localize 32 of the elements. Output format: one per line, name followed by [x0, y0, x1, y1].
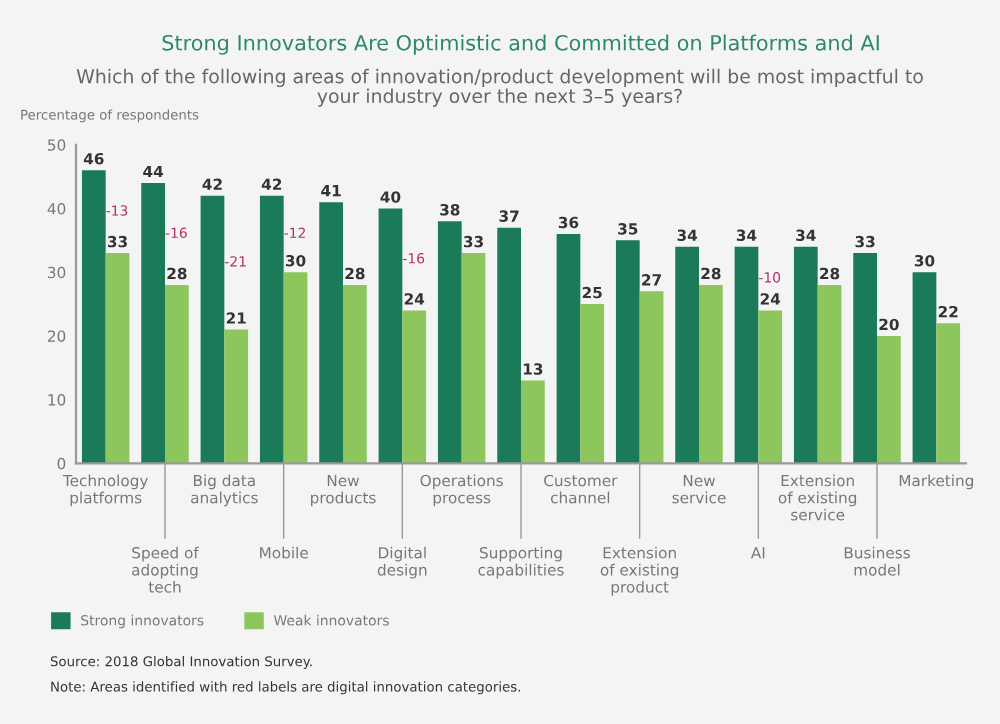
bar [224, 329, 249, 464]
bar [853, 253, 877, 464]
bar [497, 227, 521, 464]
bar [877, 335, 901, 464]
bar [699, 284, 723, 464]
bar [675, 246, 699, 464]
bar [200, 195, 225, 464]
bar [378, 208, 403, 464]
bar [402, 310, 427, 464]
bar [521, 380, 545, 464]
bar [165, 284, 189, 464]
bar [461, 253, 486, 464]
bar [758, 310, 783, 464]
bar [437, 221, 462, 464]
bar [343, 284, 367, 464]
bar [793, 246, 818, 464]
bar [283, 272, 308, 464]
bar [639, 291, 664, 464]
bar [817, 284, 842, 464]
bar [615, 240, 640, 464]
bar [81, 170, 106, 464]
chart-subtitle: Which of the following areas of innovation/product development will be most impactful to your industry over the next 3–5 years? [76, 68, 923, 107]
bar [580, 304, 605, 464]
bar [912, 272, 937, 464]
bar [936, 323, 961, 464]
bar [105, 253, 130, 464]
bar [556, 234, 581, 464]
chart-title: Strong Innovators Are Optimistic and Committed on Platforms and AI [162, 34, 879, 55]
bar [319, 202, 343, 464]
bar [141, 183, 165, 464]
bar [734, 246, 759, 464]
bar [259, 195, 284, 464]
